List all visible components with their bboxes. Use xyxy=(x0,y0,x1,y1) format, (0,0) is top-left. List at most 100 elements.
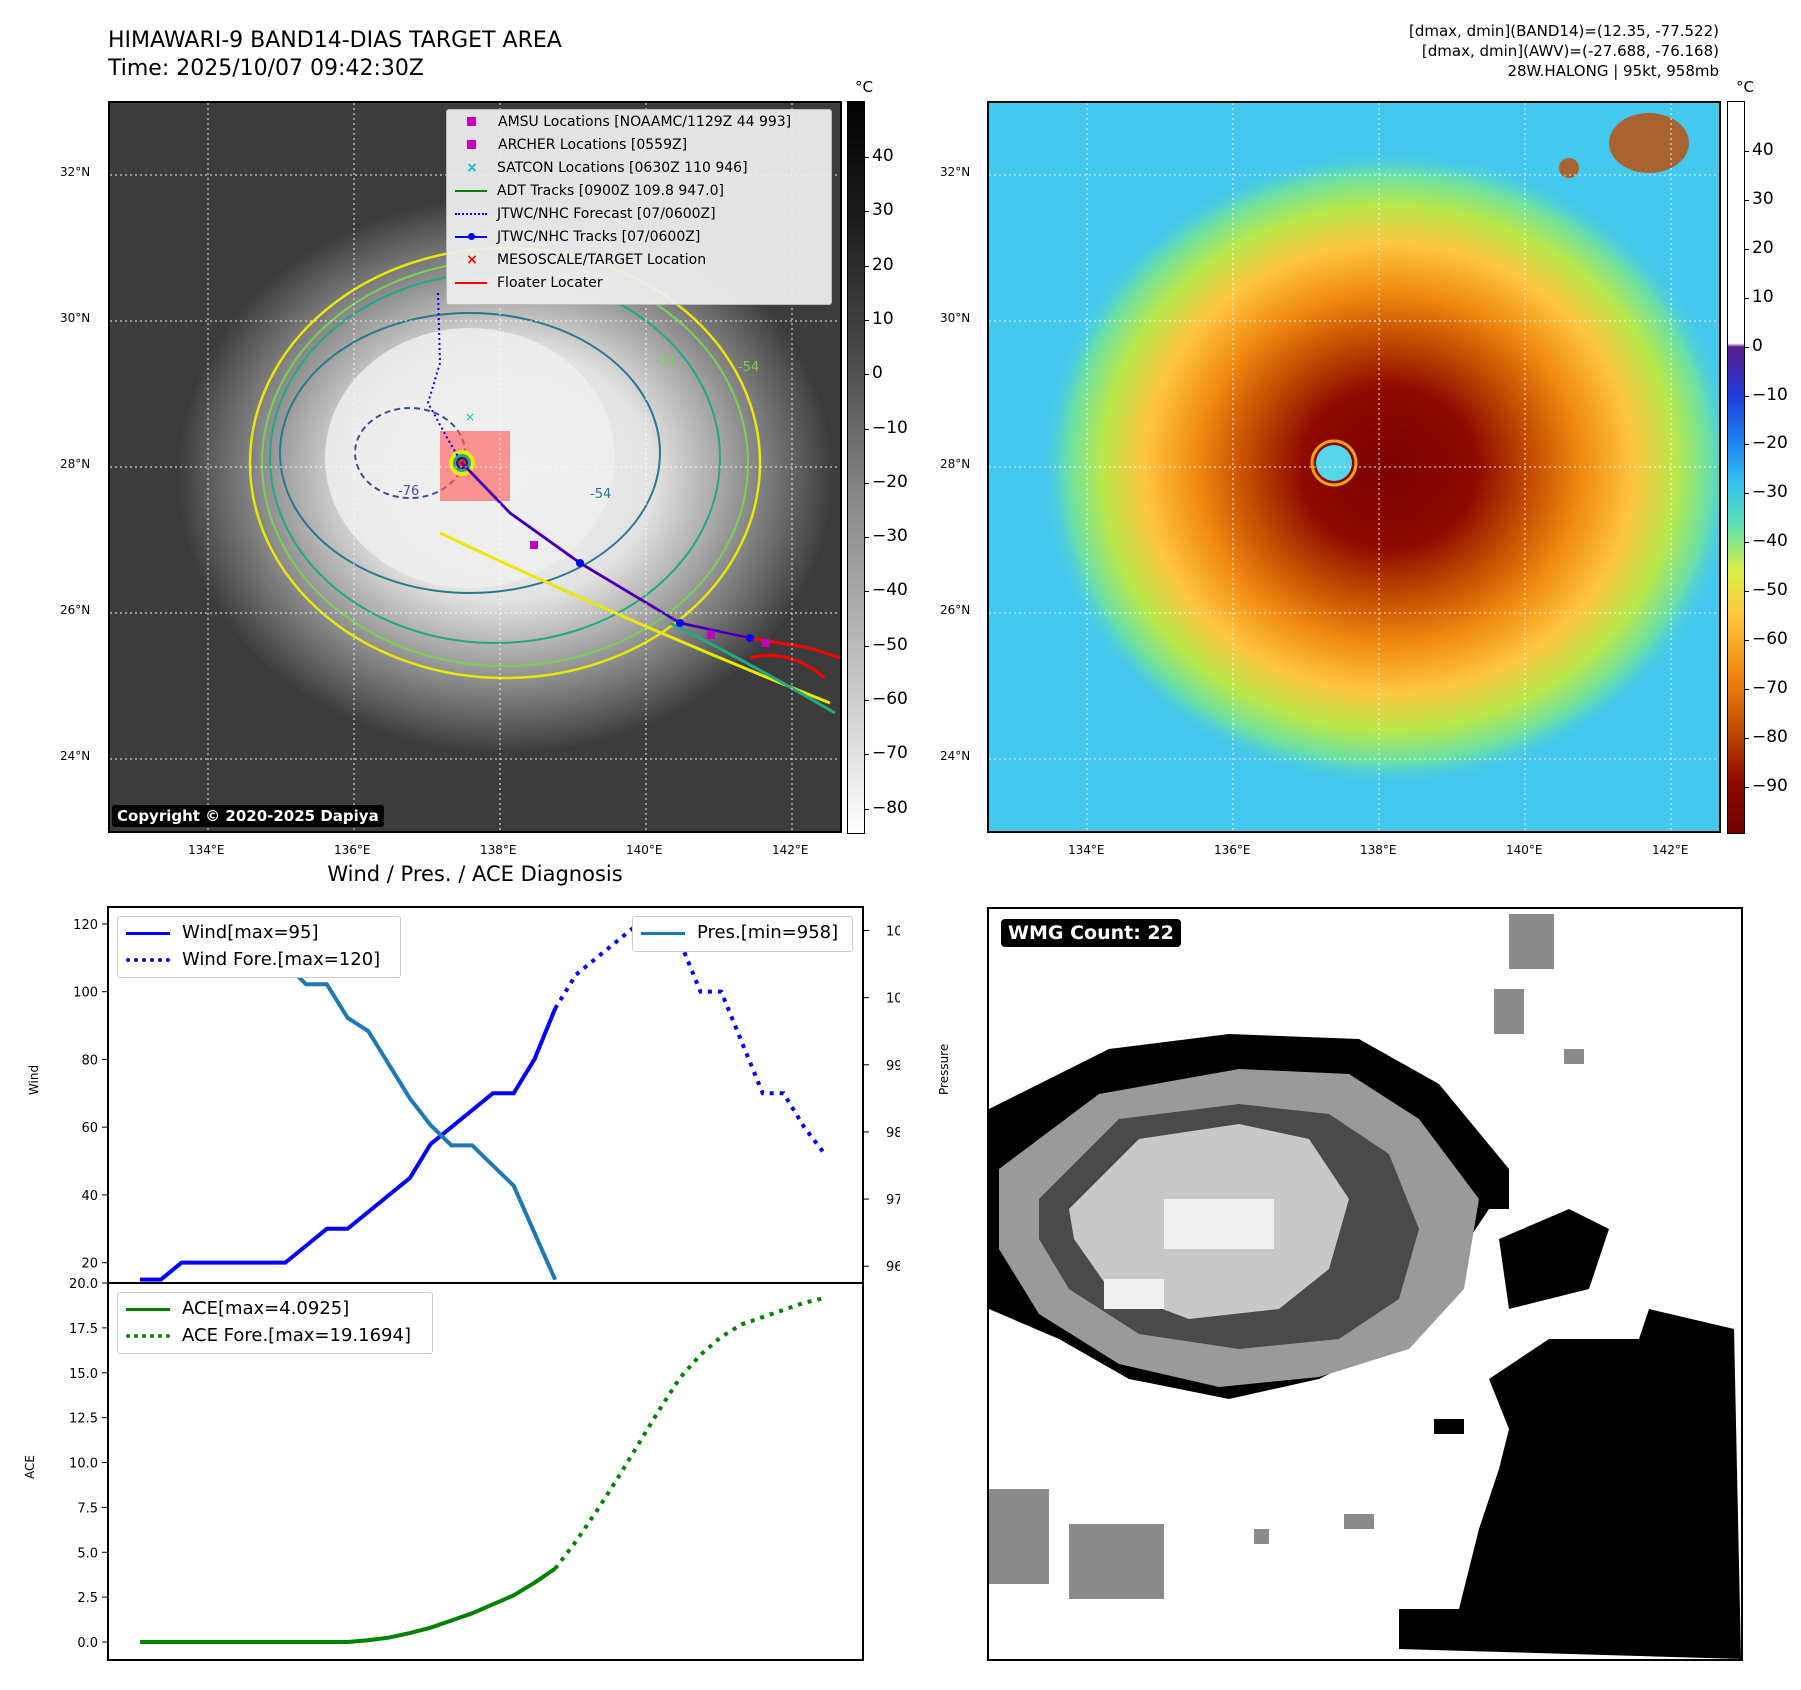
wind-ytick-label: 20 xyxy=(81,1257,98,1272)
legend-tracks: JTWC/NHC Tracks [07/0600Z] xyxy=(455,229,700,245)
awv-colorbar-tick-mark xyxy=(1744,493,1749,495)
legend-forecast: JTWC/NHC Forecast [07/0600Z] xyxy=(455,206,716,222)
awv-lat-tick: 26°N xyxy=(940,603,971,617)
awv-colorbar xyxy=(1727,101,1745,834)
legend-tracks-label: JTWC/NHC Tracks [07/0600Z] xyxy=(497,229,701,245)
svg-text:×: × xyxy=(465,410,475,424)
ir-lon-tick: 140°E xyxy=(626,843,663,857)
legend-floater: Floater Locater xyxy=(455,275,603,291)
awv-colorbar-tick: −70 xyxy=(1752,677,1788,698)
awv-colorbar-tick-mark xyxy=(1744,688,1749,690)
legend-ace-marker xyxy=(126,1307,170,1311)
awv-colorbar-tick-mark xyxy=(1744,591,1749,593)
ir-colorbar-tick-mark xyxy=(864,808,869,810)
ir-colorbar-tick-mark xyxy=(864,700,869,701)
ir-colorbar-tick: −60 xyxy=(872,689,908,709)
ir-colorbar-tick-mark xyxy=(864,645,869,647)
figure-title: HIMAWARI-9 BAND14-DIAS TARGET AREA xyxy=(108,28,562,53)
legend-pressure-label: Pres.[min=958] xyxy=(697,922,839,943)
ace-ytick-label: 7.5 xyxy=(77,1501,98,1516)
info-storm: 28W.HALONG | 95kt, 958mb xyxy=(1507,62,1719,80)
ace-series-line-1 xyxy=(553,1295,826,1570)
legend-ace: ACE[max=4.0925] xyxy=(126,1298,349,1319)
legend-forecast-label: JTWC/NHC Forecast [07/0600Z] xyxy=(497,206,716,222)
wind-axis-label: Wind xyxy=(27,1065,41,1095)
awv-colorbar-tick: 40 xyxy=(1752,140,1774,160)
awv-colorbar-tick: 0 xyxy=(1752,335,1763,356)
ir-colorbar-tick-mark xyxy=(864,428,869,430)
legend-tracks-marker xyxy=(455,233,487,240)
info-awv: [dmax, dmin](AWV)=(-27.688, -76.168) xyxy=(1421,42,1719,60)
legend-wind: Wind[max=95] xyxy=(126,922,319,943)
legend-wind-marker xyxy=(126,931,170,935)
ir-colorbar-tick-mark xyxy=(864,537,869,539)
ace-ytick-label: 17.5 xyxy=(69,1322,98,1337)
ir-colorbar-tick-mark xyxy=(864,374,869,376)
awv-colorbar-tick-mark xyxy=(1744,297,1749,299)
legend-ace-fore-label: ACE Fore.[max=19.1694] xyxy=(182,1325,411,1346)
awv-colorbar-tick-mark xyxy=(1744,640,1749,641)
awv-lon-tick: 140°E xyxy=(1506,843,1543,857)
wind-ytick-label: 40 xyxy=(81,1189,98,1204)
ir-colorbar-tick: −20 xyxy=(872,471,908,492)
legend-amsu-label: AMSU Locations [NOAAMC/1129Z 44 993] xyxy=(498,114,792,130)
legend-satcon-marker: × xyxy=(466,160,478,176)
ir-lat-tick: 28°N xyxy=(60,457,91,471)
awv-colorbar-tick: 20 xyxy=(1752,237,1774,258)
legend-archer: ARCHER Locations [0559Z] xyxy=(455,137,687,153)
legend-pressure: Pres.[min=958] xyxy=(641,922,838,943)
ir-colorbar-tick-mark xyxy=(864,265,869,267)
pressure-ytick-label: 1000 xyxy=(886,992,900,1007)
awv-lon-tick: 136°E xyxy=(1214,843,1251,857)
legend-adt-marker xyxy=(455,190,487,192)
ace-ytick-label: 2.5 xyxy=(77,1591,98,1606)
pressure-ytick-label: 960 xyxy=(886,1260,900,1275)
ir-lat-tick: 24°N xyxy=(60,749,91,763)
ir-lon-tick: 136°E xyxy=(334,843,371,857)
ace-ytick-label: 5.0 xyxy=(77,1546,98,1561)
legend-wind-label: Wind[max=95] xyxy=(182,922,319,943)
wind-ytick-label: 80 xyxy=(81,1053,98,1068)
ir-colorbar-tick-mark xyxy=(864,211,869,213)
ace-chart: 0.0 2.5 5.0 7.5 10.0 12.5 15.0 17.5 20.0 xyxy=(69,1277,864,1661)
ace-ytick-label: 10.0 xyxy=(69,1457,98,1472)
ir-colorbar-tick: 20 xyxy=(872,254,894,275)
ace-axis-label: ACE xyxy=(23,1455,37,1479)
wind-legend: Wind[max=95] Wind Fore.[max=120] xyxy=(117,916,401,978)
awv-lat-tick: 30°N xyxy=(940,311,971,325)
ir-legend: AMSU Locations [NOAAMC/1129Z 44 993] ARC… xyxy=(446,109,832,305)
awv-colorbar-tick: 10 xyxy=(1752,286,1774,307)
awv-lat-tick: 24°N xyxy=(940,749,971,763)
legend-wind-fore: Wind Fore.[max=120] xyxy=(126,949,380,970)
ace-series-line-0 xyxy=(140,1566,557,1645)
ace-ytick-label: 15.0 xyxy=(69,1367,98,1382)
awv-colorbar-tick: −80 xyxy=(1752,726,1788,747)
awv-colorbar-tick-mark xyxy=(1744,248,1749,250)
awv-lon-tick: 138°E xyxy=(1360,843,1397,857)
pressure-ytick-label: 980 xyxy=(886,1126,900,1141)
pressure-ytick-label: 990 xyxy=(886,1059,900,1074)
ir-colorbar-tick: 0 xyxy=(872,363,883,384)
wmg-count-badge: WMG Count: 22 xyxy=(1001,919,1181,947)
legend-ace-fore-marker xyxy=(126,1334,170,1338)
wmg-panel: WMG Count: 22 xyxy=(987,907,1743,1661)
contour-label: -54 xyxy=(590,487,611,502)
ir-lat-tick: 30°N xyxy=(60,311,91,325)
awv-map-panel xyxy=(987,101,1721,833)
awv-lon-tick: 134°E xyxy=(1068,843,1105,857)
legend-ace-label: ACE[max=4.0925] xyxy=(182,1298,350,1319)
legend-target-label: MESOSCALE/TARGET Location xyxy=(497,252,707,268)
legend-forecast-marker xyxy=(455,213,487,215)
pressure-legend: Pres.[min=958] xyxy=(632,916,853,952)
legend-pressure-marker xyxy=(641,931,685,935)
ir-colorbar-tick-mark xyxy=(864,482,869,484)
awv-colorbar-tick: −60 xyxy=(1752,629,1788,649)
ir-colorbar-unit: °C xyxy=(855,78,873,96)
ir-colorbar-tick: −80 xyxy=(872,797,908,818)
legend-satcon: × SATCON Locations [0630Z 110 946] xyxy=(455,160,747,176)
ace-ytick-label: 0.0 xyxy=(77,1636,98,1651)
info-band14: [dmax, dmin](BAND14)=(12.35, -77.522) xyxy=(1408,22,1719,40)
series-line-0 xyxy=(140,1007,558,1282)
awv-colorbar-tick-mark xyxy=(1744,786,1749,788)
